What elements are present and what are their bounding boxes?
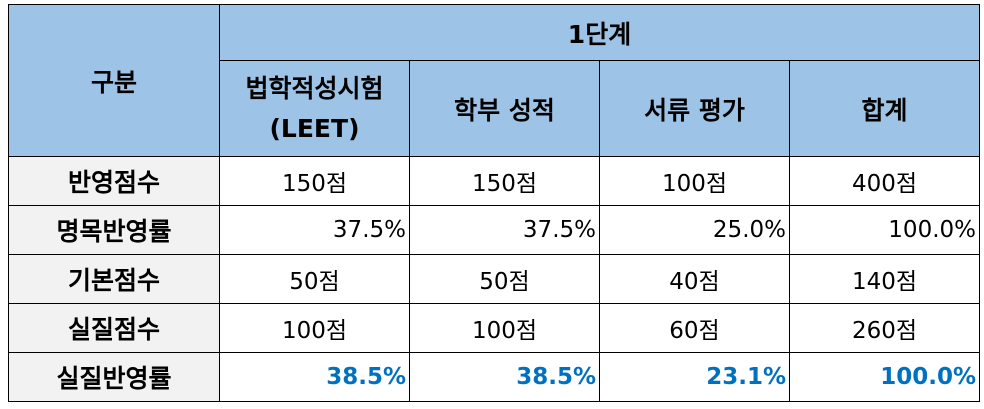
stage-header: 1단계 [219,4,980,61]
row-label: 실질반영률 [8,352,220,402]
highlight-cell: 38.5% [219,352,410,402]
column-header-undergrad-grades: 학부 성적 [409,60,600,157]
highlight-cell: 100.0% [789,352,980,402]
table-cell: 150점 [219,156,410,206]
row-label: 기본점수 [8,254,220,304]
column-header-document-review: 서류 평가 [599,60,790,157]
table-cell: 150점 [409,156,600,206]
highlight-cell: 23.1% [599,352,790,402]
table-cell: 100점 [409,303,600,353]
table-cell: 260점 [789,303,980,353]
table-row: 실질반영률 38.5% 38.5% 23.1% 100.0% [8,352,980,402]
table-cell: 140점 [789,254,980,304]
highlight-cell: 38.5% [409,352,600,402]
table-cell: 37.5% [219,205,410,255]
table-row: 명목반영률 37.5% 37.5% 25.0% 100.0% [8,205,980,255]
table-cell: 50점 [409,254,600,304]
row-label: 실질점수 [8,303,220,353]
category-header: 구분 [8,4,220,157]
table-row: 기본점수 50점 50점 40점 140점 [8,254,980,304]
score-table: 구분 1단계 법학적성시험 (LEET) 학부 성적 서류 평가 합계 반영점수… [8,4,980,402]
table-row: 실질점수 100점 100점 60점 260점 [8,303,980,353]
table-cell: 25.0% [599,205,790,255]
table-cell: 37.5% [409,205,600,255]
column-header-total: 합계 [789,60,980,157]
column-header-leet: 법학적성시험 (LEET) [219,60,410,157]
table-cell: 400점 [789,156,980,206]
table-row: 반영점수 150점 150점 100점 400점 [8,156,980,206]
row-label: 반영점수 [8,156,220,206]
table-cell: 50점 [219,254,410,304]
table-cell: 40점 [599,254,790,304]
table-cell: 100.0% [789,205,980,255]
row-label: 명목반영률 [8,205,220,255]
table-cell: 60점 [599,303,790,353]
table-cell: 100점 [599,156,790,206]
table-cell: 100점 [219,303,410,353]
